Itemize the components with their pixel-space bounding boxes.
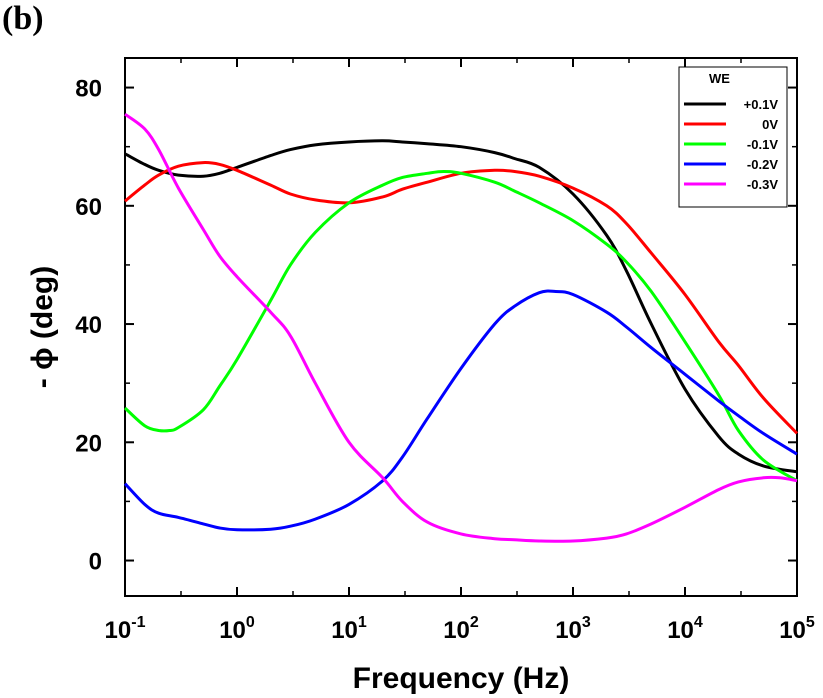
x-tick-label: 101 bbox=[331, 614, 367, 644]
series-line bbox=[123, 289, 798, 532]
legend-title: WE bbox=[709, 71, 730, 86]
legend-label: -0.3V bbox=[747, 177, 778, 192]
y-tick-label: 40 bbox=[75, 312, 102, 339]
series-line bbox=[124, 161, 799, 435]
y-tick-label: 80 bbox=[75, 76, 102, 103]
legend-label: +0.1V bbox=[744, 97, 779, 112]
x-tick-labels: 10-1 100 101 102 103 104 105 bbox=[105, 614, 815, 644]
y-tick-label: 20 bbox=[75, 430, 102, 457]
x-tick-label: 100 bbox=[219, 614, 255, 644]
y-tick-label: 0 bbox=[89, 549, 102, 576]
y-tick-label: 60 bbox=[75, 194, 102, 221]
x-tick-label: 103 bbox=[555, 614, 591, 644]
y-axis-title: - ϕ (deg) bbox=[26, 266, 59, 388]
legend-label: -0.1V bbox=[747, 137, 778, 152]
series-line bbox=[124, 112, 798, 543]
legend-label: 0V bbox=[762, 117, 778, 132]
x-axis-title: Frequency (Hz) bbox=[353, 662, 570, 695]
legend-entries: +0.1V 0V -0.1V -0.2V -0.3V bbox=[684, 97, 778, 192]
y-tick-labels: 0 20 40 60 80 bbox=[75, 76, 102, 576]
legend: WE +0.1V 0V -0.1V -0.2V -0.3V bbox=[678, 66, 788, 208]
series-lines bbox=[123, 112, 799, 543]
series-line bbox=[124, 139, 798, 474]
x-tick-label: 105 bbox=[779, 614, 815, 644]
series-line bbox=[123, 170, 798, 482]
legend-label: -0.2V bbox=[747, 157, 778, 172]
x-tick-label: 10-1 bbox=[105, 614, 146, 644]
x-tick-label: 104 bbox=[667, 614, 703, 644]
panel-label: (b) bbox=[2, 0, 44, 37]
x-tick-label: 102 bbox=[443, 614, 479, 644]
axis-ticks bbox=[124, 58, 798, 596]
